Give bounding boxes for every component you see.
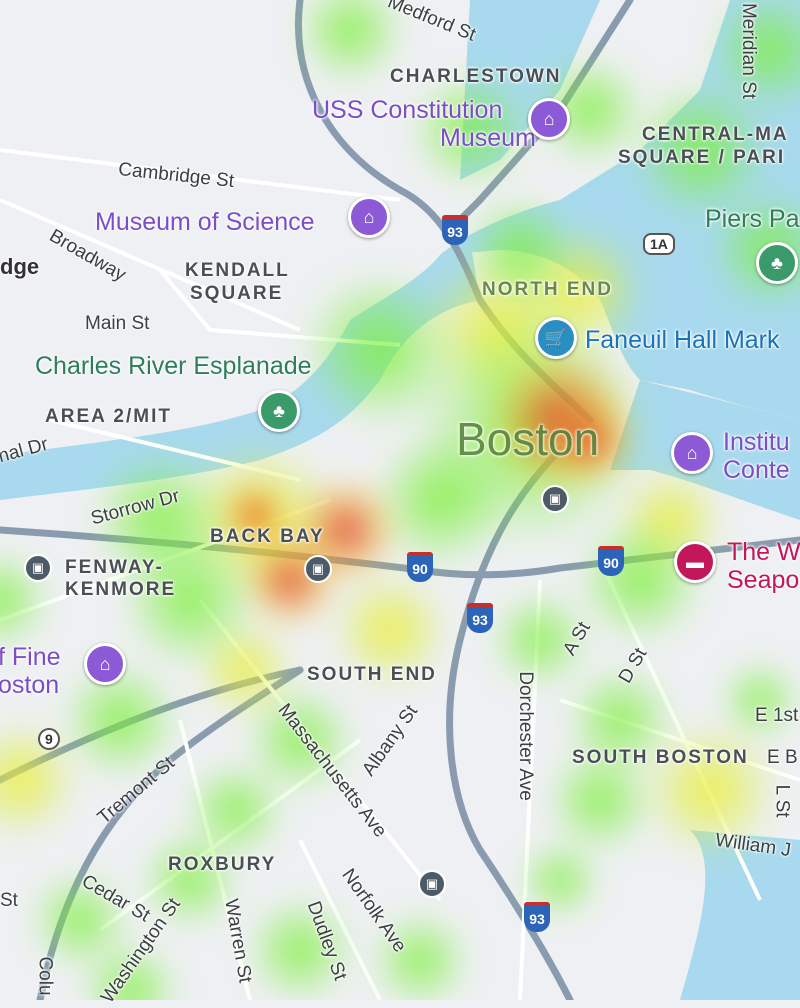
poi-label[interactable]: Seapo: [727, 566, 800, 594]
route-9-shield: 9: [38, 728, 60, 750]
route-1a-shield: 1A: [643, 233, 675, 255]
tree-icon[interactable]: ♣: [258, 390, 300, 432]
street-label: E B: [767, 747, 798, 768]
poi-label[interactable]: Museum: [440, 124, 536, 152]
neighborhood-label: NORTH END: [482, 279, 613, 300]
interstate-93-shield: 93: [442, 215, 468, 245]
neighborhood-label: ROXBURY: [168, 854, 277, 875]
neighborhood-label: KENDALL: [185, 260, 290, 281]
interstate-93-shield: 93: [467, 603, 493, 633]
neighborhood-label: SOUTH END: [307, 664, 437, 685]
poi-label[interactable]: USS Constitution: [312, 96, 503, 124]
street-label: E 1st: [755, 705, 799, 726]
poi-label[interactable]: Charles River Esplanade: [35, 352, 312, 380]
neighborhood-label: FENWAY-: [65, 557, 164, 578]
train-station-icon[interactable]: ▣: [304, 555, 332, 583]
neighborhood-label: BACK BAY: [210, 526, 325, 547]
street-label: St: [0, 890, 18, 911]
street-label: Colu: [34, 956, 56, 996]
museum-icon[interactable]: ⌂: [528, 98, 570, 140]
neighborhood-label: SQUARE / PARI: [618, 147, 786, 168]
train-station-icon[interactable]: ▣: [418, 870, 446, 898]
museum-icon[interactable]: ⌂: [84, 643, 126, 685]
poi-label[interactable]: Piers Pa: [705, 205, 800, 233]
neighborhood-label: CHARLESTOWN: [390, 66, 562, 87]
poi-label[interactable]: The W: [727, 538, 800, 566]
museum-icon[interactable]: ⌂: [348, 196, 390, 238]
museum-icon[interactable]: ⌂: [671, 432, 713, 474]
neighborhood-label: KENMORE: [65, 579, 177, 600]
city-label-cambridge: dge: [0, 254, 40, 279]
poi-label[interactable]: Faneuil Hall Mark: [585, 326, 780, 354]
neighborhood-label: AREA 2/MIT: [45, 406, 172, 427]
neighborhood-label: SOUTH BOSTON: [572, 747, 749, 768]
street-label: L St: [771, 784, 793, 818]
street-label: Meridian St: [738, 2, 760, 100]
poi-label[interactable]: Institu: [723, 428, 790, 456]
interstate-93-shield: 93: [524, 902, 550, 932]
train-station-icon[interactable]: ▣: [24, 554, 52, 582]
tree-icon[interactable]: ♣: [756, 242, 798, 284]
street-label: Main St: [85, 313, 150, 334]
train-station-icon[interactable]: ▣: [541, 485, 569, 513]
poi-label[interactable]: Museum of Science: [95, 208, 315, 236]
hotel-icon[interactable]: ▬: [674, 541, 716, 583]
shopping-cart-icon[interactable]: 🛒: [535, 317, 577, 359]
city-label: Boston: [456, 413, 600, 465]
poi-label[interactable]: f Fine: [0, 643, 61, 671]
poi-label[interactable]: oston: [0, 671, 60, 699]
neighborhood-label: CENTRAL-MA: [642, 124, 789, 145]
interstate-90-shield: 90: [598, 546, 624, 576]
neighborhood-label: SQUARE: [190, 283, 284, 304]
interstate-90-shield: 90: [407, 552, 433, 582]
street-label: Dorchester Ave: [514, 671, 536, 801]
poi-label[interactable]: Conte: [723, 456, 790, 484]
